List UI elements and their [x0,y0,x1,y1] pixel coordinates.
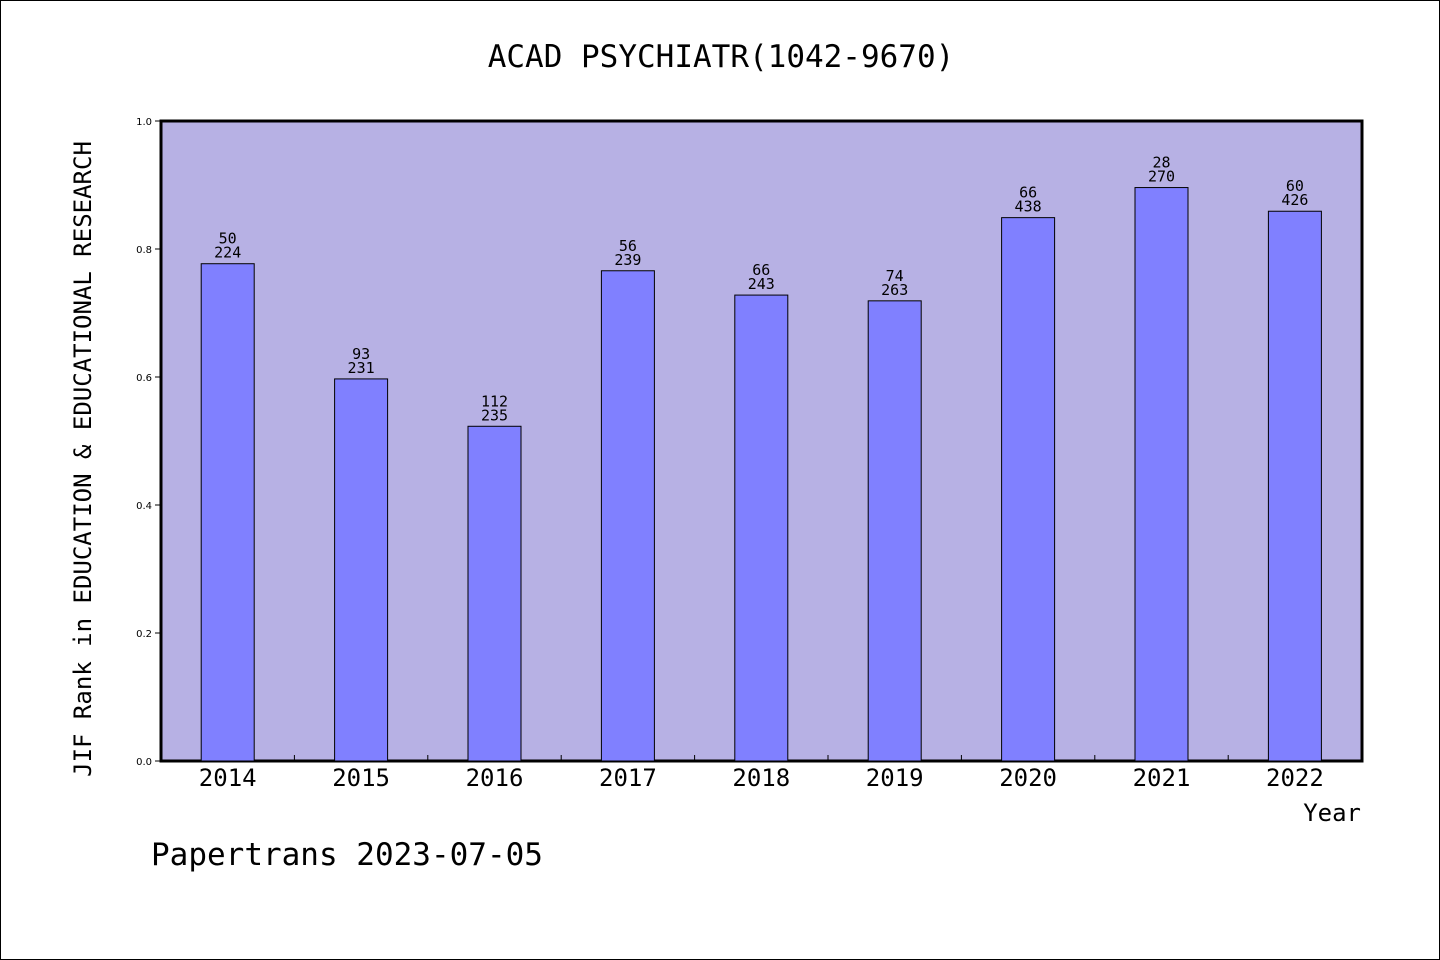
data-label-top-2019: 74 [886,267,904,285]
y-tick-label-0.2: 0.2 [136,629,152,640]
x-tick-label-2021: 2021 [1133,764,1191,792]
labels-group: 5022420149323120151122352016562392017662… [136,117,1324,792]
x-tick-label-2018: 2018 [732,764,790,792]
y-tick-label-0.6: 0.6 [136,373,152,384]
x-tick-label-2016: 2016 [466,764,524,792]
data-label-top-2020: 66 [1019,184,1037,202]
data-label-bottom-2014: 224 [214,244,241,262]
data-label-bottom-2021: 270 [1148,168,1175,186]
data-label-bottom-2018: 243 [748,275,775,293]
data-label-bottom-2020: 438 [1015,198,1042,216]
bar-2014 [200,263,255,762]
data-label-top-2022: 60 [1286,177,1304,195]
bar-2021 [1134,187,1189,762]
bars-group [200,187,1322,762]
data-label-bottom-2015: 231 [348,359,375,377]
data-label-top-2014: 50 [219,230,237,248]
footer-text: Papertrans 2023-07-05 [151,837,543,873]
x-tick-label-2015: 2015 [332,764,390,792]
data-label-top-2018: 66 [752,261,770,279]
x-tick-label-2020: 2020 [999,764,1057,792]
bar-2018 [734,294,789,762]
bar-2022 [1267,210,1322,762]
y-tick-label-0.0: 0.0 [136,757,152,768]
x-tick-label-2014: 2014 [199,764,257,792]
chart-title: ACAD PSYCHIATR(1042-9670) [488,39,955,75]
data-label-top-2015: 93 [352,345,370,363]
data-label-top-2017: 56 [619,237,637,255]
data-label-top-2016: 112 [481,392,508,410]
data-label-bottom-2022: 426 [1281,191,1308,209]
x-tick-label-2017: 2017 [599,764,657,792]
y-tick-label-0.4: 0.4 [136,501,152,512]
bar-2016 [467,425,522,762]
y-axis-label: JIF Rank in EDUCATION & EDUCATIONAL RESE… [69,141,97,777]
data-label-bottom-2016: 235 [481,406,508,424]
y-tick-label-0.8: 0.8 [136,245,152,256]
data-label-top-2021: 28 [1152,154,1170,172]
x-tick-label-2022: 2022 [1266,764,1324,792]
bar-2015 [334,378,389,762]
x-tick-label-2019: 2019 [866,764,924,792]
bar-2019 [867,300,922,762]
bar-2017 [600,270,655,762]
bar-2020 [1001,217,1056,762]
x-axis-label: Year [1303,799,1361,827]
data-label-bottom-2019: 263 [881,281,908,299]
ticks-group [155,120,1229,762]
y-tick-label-1.0: 1.0 [136,117,152,128]
data-label-bottom-2017: 239 [614,251,641,269]
